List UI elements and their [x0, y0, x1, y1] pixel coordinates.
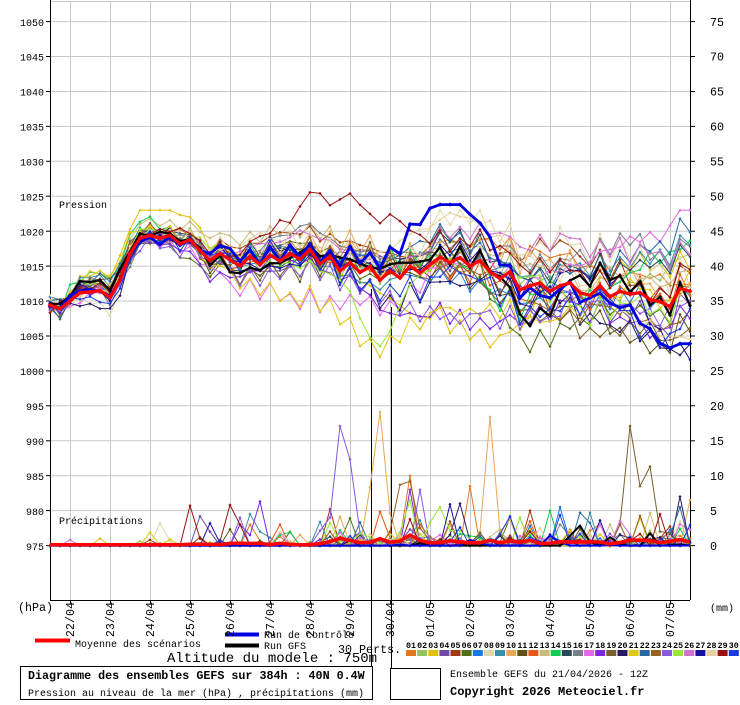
svg-text:28/04: 28/04: [304, 602, 318, 637]
svg-text:19: 19: [606, 642, 616, 651]
svg-text:1040: 1040: [20, 89, 44, 100]
svg-text:11: 11: [517, 642, 527, 651]
svg-text:1045: 1045: [20, 54, 44, 65]
svg-text:15: 15: [710, 435, 724, 449]
svg-text:1030: 1030: [20, 159, 44, 170]
svg-text:995: 995: [26, 403, 44, 414]
svg-text:07/05: 07/05: [664, 602, 678, 637]
svg-text:0: 0: [710, 540, 717, 554]
svg-text:Moyenne des scénarios: Moyenne des scénarios: [75, 639, 201, 651]
svg-text:Run de contrôle: Run de contrôle: [264, 630, 354, 642]
svg-text:25: 25: [673, 642, 683, 651]
svg-text:1020: 1020: [20, 228, 44, 239]
svg-text:04/05: 04/05: [544, 602, 558, 637]
svg-text:1050: 1050: [20, 19, 44, 30]
svg-text:24: 24: [662, 642, 672, 651]
svg-text:06/05: 06/05: [624, 602, 638, 637]
svg-text:1005: 1005: [20, 333, 44, 344]
svg-text:17: 17: [584, 642, 594, 651]
svg-text:22: 22: [640, 642, 650, 651]
svg-text:985: 985: [26, 473, 44, 484]
svg-text:10: 10: [506, 642, 516, 651]
svg-text:23: 23: [651, 642, 661, 651]
svg-text:35: 35: [710, 295, 724, 309]
svg-text:12: 12: [528, 642, 538, 651]
svg-text:03/05: 03/05: [504, 602, 518, 637]
svg-text:990: 990: [26, 438, 44, 449]
svg-text:05: 05: [451, 642, 461, 651]
svg-text:1025: 1025: [20, 193, 44, 204]
svg-text:04: 04: [439, 642, 449, 651]
svg-text:30/04: 30/04: [384, 602, 398, 637]
svg-text:975: 975: [26, 543, 44, 554]
svg-text:13: 13: [540, 642, 550, 651]
svg-text:25/04: 25/04: [184, 602, 198, 637]
svg-text:60: 60: [710, 121, 724, 135]
svg-text:14: 14: [551, 642, 561, 651]
svg-text:1010: 1010: [20, 298, 44, 309]
svg-text:08: 08: [484, 642, 494, 651]
svg-text:03: 03: [428, 642, 438, 651]
svg-text:25: 25: [710, 365, 724, 379]
svg-text:23/04: 23/04: [104, 602, 118, 637]
svg-text:22/04: 22/04: [64, 602, 78, 637]
svg-text:Altitude du modele : 750m: Altitude du modele : 750m: [167, 651, 377, 667]
svg-text:(mm): (mm): [710, 603, 734, 615]
svg-text:21: 21: [629, 642, 639, 651]
svg-text:10: 10: [710, 470, 724, 484]
svg-text:Précipitations: Précipitations: [59, 516, 143, 528]
svg-text:(hPa): (hPa): [18, 601, 53, 615]
svg-text:09: 09: [495, 642, 505, 651]
svg-text:01/05: 01/05: [424, 602, 438, 637]
svg-text:01: 01: [406, 642, 416, 651]
svg-text:02/05: 02/05: [464, 602, 478, 637]
svg-text:Diagramme des ensembles GEFS s: Diagramme des ensembles GEFS sur 384h : …: [28, 669, 366, 683]
svg-text:70: 70: [710, 51, 724, 65]
svg-text:24/04: 24/04: [144, 602, 158, 637]
svg-text:30 Perts.: 30 Perts.: [338, 643, 401, 657]
svg-text:28: 28: [707, 642, 717, 651]
svg-text:20: 20: [710, 400, 724, 414]
svg-text:16: 16: [573, 642, 583, 651]
svg-text:65: 65: [710, 86, 724, 100]
svg-text:Pression au niveau de la mer (: Pression au niveau de la mer (hPa) , pré…: [28, 688, 364, 700]
svg-text:1015: 1015: [20, 263, 44, 274]
svg-text:Copyright 2026 Meteociel.fr: Copyright 2026 Meteociel.fr: [450, 685, 644, 699]
svg-text:06: 06: [462, 642, 472, 651]
svg-text:55: 55: [710, 156, 724, 170]
svg-text:Run GFS: Run GFS: [264, 642, 306, 653]
svg-text:30: 30: [710, 330, 724, 344]
svg-text:27/04: 27/04: [264, 602, 278, 637]
svg-text:980: 980: [26, 508, 44, 519]
svg-text:26/04: 26/04: [224, 602, 238, 637]
svg-text:05/05: 05/05: [584, 602, 598, 637]
svg-text:02: 02: [417, 642, 427, 651]
svg-text:27: 27: [695, 642, 705, 651]
svg-text:26: 26: [684, 642, 694, 651]
svg-text:Pression: Pression: [59, 200, 107, 212]
svg-text:Ensemble GEFS du 21/04/2026 -: Ensemble GEFS du 21/04/2026 - 12Z: [450, 669, 648, 681]
svg-text:75: 75: [710, 16, 724, 30]
svg-text:45: 45: [710, 225, 724, 239]
svg-text:07: 07: [473, 642, 483, 651]
svg-text:29/04: 29/04: [344, 602, 358, 637]
svg-text:1000: 1000: [20, 368, 44, 379]
svg-text:29: 29: [718, 642, 728, 651]
svg-text:30: 30: [729, 642, 739, 651]
svg-text:15: 15: [562, 642, 572, 651]
svg-text:5: 5: [710, 505, 717, 519]
svg-text:20: 20: [617, 642, 627, 651]
svg-text:50: 50: [710, 190, 724, 204]
svg-text:18: 18: [595, 642, 605, 651]
svg-text:40: 40: [710, 260, 724, 274]
svg-text:1035: 1035: [20, 124, 44, 135]
